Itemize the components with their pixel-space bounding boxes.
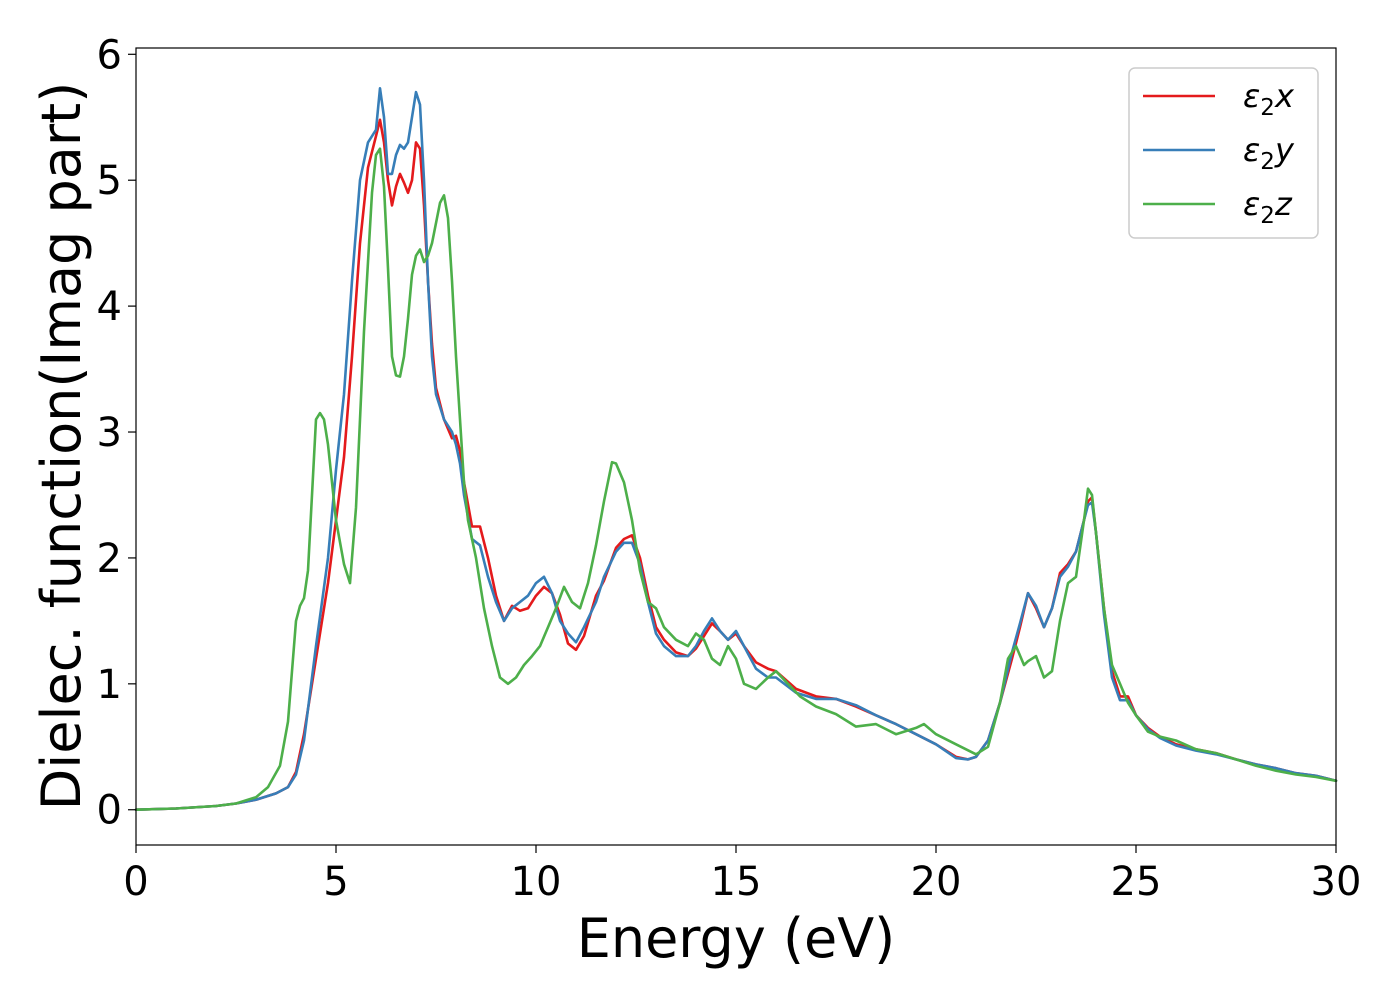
x-axis: 0 5 10 15 20 25 30 — [123, 845, 1361, 905]
y-axis: 0 1 2 3 4 5 6 — [97, 32, 136, 834]
legend-variable: y — [1274, 131, 1295, 169]
legend-box — [1128, 67, 1319, 239]
legend-subscript: 2 — [1260, 149, 1275, 175]
legend-symbol: ε — [1243, 131, 1260, 169]
y-tick-label: 1 — [97, 662, 122, 708]
legend-variable: x — [1274, 77, 1295, 115]
x-tick-label: 0 — [123, 859, 148, 905]
y-tick-label: 3 — [97, 410, 122, 456]
y-tick-label: 5 — [97, 158, 122, 204]
x-tick-label: 20 — [911, 859, 962, 905]
series-line-z — [134, 147, 1338, 811]
legend-variable: z — [1274, 185, 1293, 223]
y-axis-label: Dielec. function(Imag part) — [30, 82, 93, 811]
y-tick-label: 0 — [97, 788, 122, 834]
legend-subscript: 2 — [1260, 203, 1275, 229]
x-axis-label: Energy (eV) — [577, 907, 896, 970]
series-layer — [134, 87, 1338, 811]
x-tick-label: 30 — [1311, 859, 1362, 905]
y-tick-label: 2 — [97, 536, 122, 582]
x-tick-label: 10 — [511, 859, 562, 905]
legend-label-y: ε2y — [1243, 131, 1295, 175]
legend-label-z: ε2z — [1243, 185, 1293, 229]
legend-symbol: ε — [1243, 185, 1260, 223]
legend-symbol: ε — [1243, 77, 1260, 115]
y-tick-label: 4 — [97, 284, 122, 330]
x-tick-label: 15 — [711, 859, 762, 905]
x-tick-label: 25 — [1111, 859, 1162, 905]
legend-subscript: 2 — [1260, 95, 1275, 121]
x-tick-label: 5 — [323, 859, 348, 905]
y-tick-label: 6 — [97, 32, 122, 78]
legend-label-x: ε2x — [1243, 77, 1295, 121]
